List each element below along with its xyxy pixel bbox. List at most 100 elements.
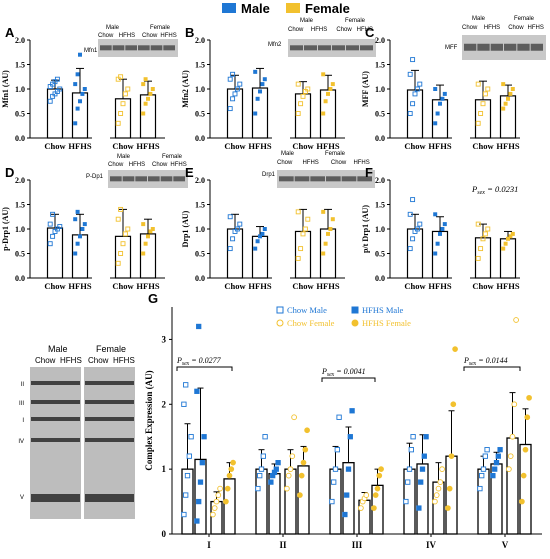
data-point <box>298 246 304 252</box>
data-point <box>78 234 82 239</box>
data-point <box>475 221 481 227</box>
data-point <box>291 414 297 421</box>
data-point <box>57 86 63 92</box>
data-point <box>305 216 311 222</box>
y-tick-label: 1.0 <box>15 85 25 94</box>
data-point <box>323 99 328 104</box>
p-sex-annotation: Psex = 0.0277 <box>176 356 222 367</box>
panel-d: D0.00.51.01.52.0p-Drp1 (AU)Chow HFHS Chow H… <box>1 154 188 291</box>
data-point <box>513 317 519 323</box>
blot-image-band <box>360 45 373 51</box>
y-tick-label: 2.0 <box>15 36 25 45</box>
blot-image-band <box>341 176 357 182</box>
x-tick-label: HFHS <box>68 141 91 151</box>
legend-marker <box>276 319 284 327</box>
data-point <box>75 106 80 111</box>
significance-bracket <box>463 366 521 371</box>
blot-image <box>288 39 376 57</box>
data-point <box>260 82 265 87</box>
data-point <box>432 498 438 505</box>
data-point <box>82 87 87 91</box>
data-point <box>258 234 262 239</box>
y-axis-label: Mfn2 (AU) <box>181 70 190 108</box>
blot-male-label: Male <box>472 16 486 22</box>
blot-chow-label: Chow <box>508 25 524 31</box>
bar <box>474 237 492 279</box>
data-point <box>433 87 438 91</box>
data-point <box>440 227 445 231</box>
data-point <box>321 209 326 214</box>
data-point <box>141 251 146 256</box>
y-tick-label: 0.0 <box>15 134 25 143</box>
data-point <box>372 492 379 498</box>
data-point <box>510 87 515 91</box>
blot-hfhs-label: HFHS <box>129 162 145 168</box>
blot-image-band <box>477 43 490 51</box>
p-sex-annotation: Psex = 0.0144 <box>463 356 508 367</box>
data-point <box>47 98 53 104</box>
complex-blot-male <box>30 367 81 519</box>
data-point <box>485 86 491 92</box>
data-point <box>410 236 416 242</box>
data-point <box>213 498 220 505</box>
complex-blot-band-label: III <box>19 401 24 407</box>
data-point <box>73 121 78 126</box>
y-tick-label: 3 <box>162 334 167 344</box>
x-tick-label: Chow <box>112 141 134 151</box>
blot-g-chow-label-1: Chow <box>35 356 56 365</box>
x-tick-label: Chow <box>224 281 246 291</box>
data-point <box>506 96 510 101</box>
blot-protein-label: Mfn2 <box>268 42 282 48</box>
data-point <box>47 221 53 227</box>
blot-male-label: Male <box>117 154 131 160</box>
data-point <box>118 111 124 116</box>
data-point <box>181 401 187 407</box>
data-point <box>321 72 326 77</box>
data-point <box>363 492 370 498</box>
data-point <box>347 434 353 440</box>
y-axis-label: Complex Expression (AU) <box>144 370 154 470</box>
data-point <box>300 231 306 237</box>
blot-chow-label: Chow <box>288 27 304 33</box>
data-point <box>334 447 340 453</box>
blot-female-label: Female <box>514 16 535 22</box>
data-point <box>345 466 352 472</box>
data-point <box>253 111 258 116</box>
data-point <box>181 511 187 518</box>
blot-image <box>277 170 375 188</box>
data-point <box>275 460 281 466</box>
data-point <box>406 466 413 472</box>
data-point <box>508 91 513 96</box>
data-point <box>408 447 414 453</box>
data-point <box>232 91 238 97</box>
data-point <box>475 120 481 126</box>
blot-g-male-label: Male <box>48 344 68 354</box>
data-point <box>478 111 484 116</box>
blot-image-band <box>304 45 317 51</box>
blot-protein-label: MFF <box>445 45 458 51</box>
y-tick-label: 1.5 <box>375 61 385 70</box>
legend-marker <box>276 306 284 314</box>
bar <box>139 233 157 279</box>
blot-image-band <box>138 45 150 51</box>
blot-g-female-label: Female <box>96 344 126 354</box>
bar <box>499 238 517 279</box>
data-point <box>141 82 146 87</box>
data-point <box>295 255 301 261</box>
bar <box>114 235 132 279</box>
data-point <box>358 505 364 511</box>
complex-blot-band <box>31 381 80 385</box>
y-tick-label: 2.0 <box>195 176 205 185</box>
data-point <box>257 472 263 479</box>
data-point <box>118 251 124 256</box>
data-point <box>433 492 440 498</box>
y-tick-label: 2 <box>162 399 167 409</box>
complex-blot-band-label: IV <box>18 439 24 445</box>
data-point <box>511 401 518 408</box>
data-point <box>374 485 381 492</box>
data-point <box>148 229 153 234</box>
legend-female-label: Female <box>305 1 350 16</box>
data-point <box>329 498 335 505</box>
legend-label: HFHS Male <box>362 305 404 315</box>
legend-female-swatch <box>286 3 300 13</box>
